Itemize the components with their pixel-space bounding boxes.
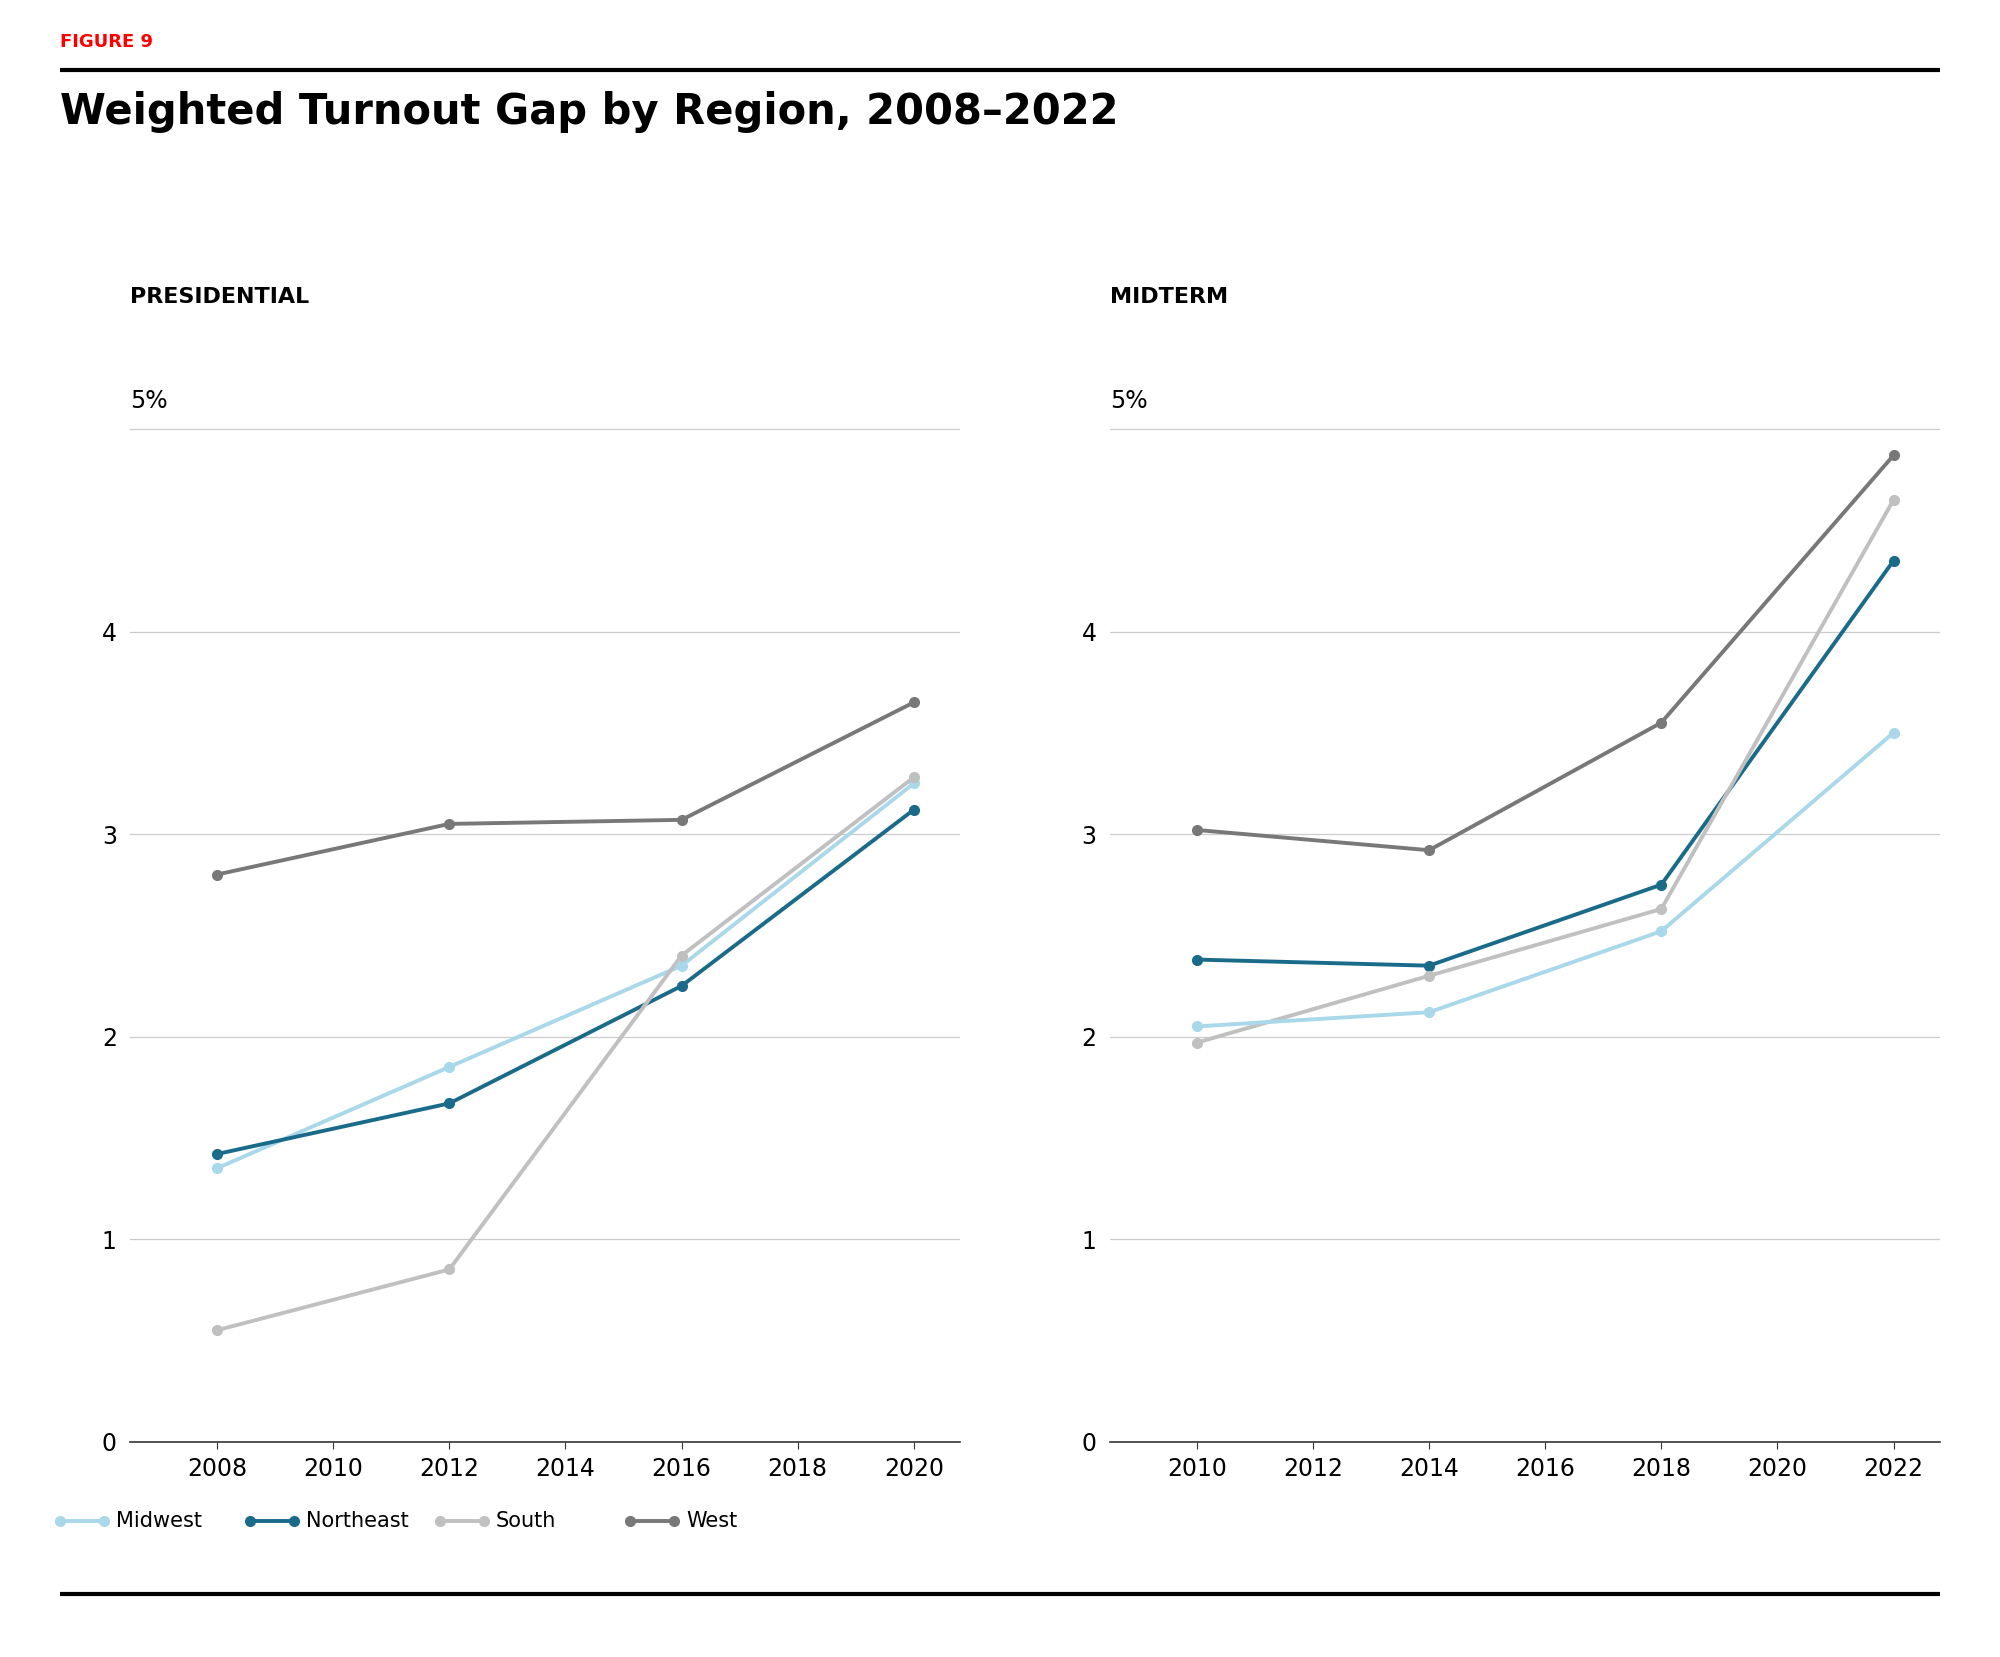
Text: 5%: 5%	[130, 389, 168, 413]
Text: Midwest: Midwest	[116, 1511, 202, 1531]
Text: Weighted Turnout Gap by Region, 2008–2022: Weighted Turnout Gap by Region, 2008–202…	[60, 91, 1118, 133]
Text: MIDTERM: MIDTERM	[1110, 287, 1228, 307]
Text: PRESIDENTIAL: PRESIDENTIAL	[130, 287, 310, 307]
Text: 5%: 5%	[1110, 389, 1148, 413]
Text: West: West	[686, 1511, 738, 1531]
Text: South: South	[496, 1511, 556, 1531]
Text: Northeast: Northeast	[306, 1511, 408, 1531]
Text: FIGURE 9: FIGURE 9	[60, 33, 152, 51]
